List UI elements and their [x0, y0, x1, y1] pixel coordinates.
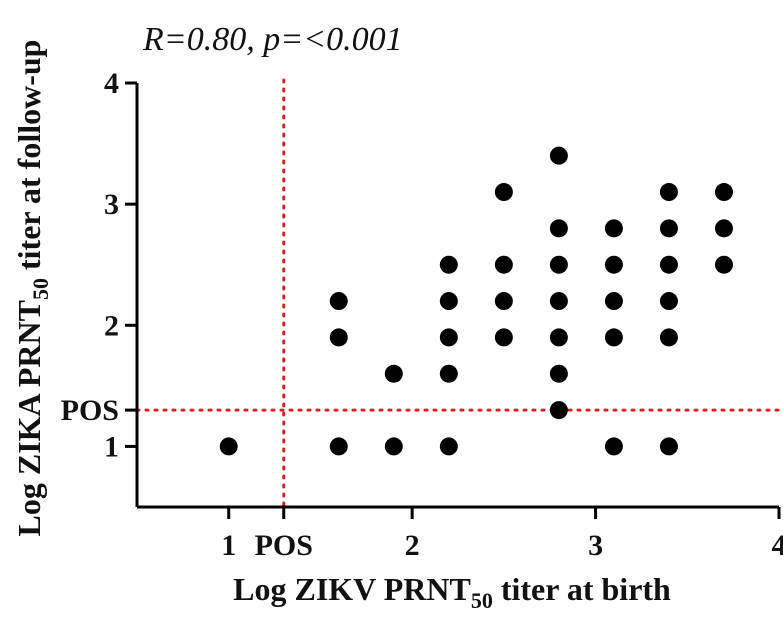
y-tick-label: 4	[104, 67, 119, 100]
x-axis-label: Log ZIKV PRNT50 titer at birth	[233, 571, 671, 612]
y-tick-label: 1	[104, 430, 119, 463]
x-tick-label: POS	[255, 529, 313, 562]
data-point	[715, 256, 733, 274]
data-points	[220, 147, 733, 456]
x-tick-label: 4	[772, 529, 783, 562]
data-point	[550, 256, 568, 274]
x-axis-label-subscript: 50	[471, 588, 493, 612]
y-axis-label-subscript: 50	[28, 278, 53, 300]
data-point	[605, 219, 623, 237]
data-point	[330, 437, 348, 455]
data-point	[715, 183, 733, 201]
data-point	[440, 292, 458, 310]
data-point	[605, 256, 623, 274]
data-point	[495, 292, 513, 310]
x-axis: 1 POS 2 3 4	[137, 507, 783, 562]
data-point	[605, 328, 623, 346]
y-tick-label: 2	[104, 309, 119, 342]
data-point	[440, 328, 458, 346]
x-tick-label: 1	[221, 529, 236, 562]
y-tick-label: 3	[104, 188, 119, 221]
data-point	[440, 437, 458, 455]
data-point	[660, 183, 678, 201]
data-point	[715, 219, 733, 237]
data-point	[440, 365, 458, 383]
data-point	[550, 365, 568, 383]
data-point	[495, 183, 513, 201]
data-point	[660, 328, 678, 346]
x-tick-label: 2	[405, 529, 420, 562]
data-point	[550, 401, 568, 419]
data-point	[220, 437, 238, 455]
y-tick-label: POS	[61, 394, 119, 427]
data-point	[550, 219, 568, 237]
chart-annotation: R=0.80, p=<0.001	[142, 21, 403, 58]
data-point	[605, 292, 623, 310]
data-point	[385, 365, 403, 383]
data-point	[495, 256, 513, 274]
y-axis-label: Log ZIKA PRNT50 titer at follow-up	[11, 40, 53, 537]
data-point	[330, 328, 348, 346]
data-point	[385, 437, 403, 455]
data-point	[660, 219, 678, 237]
data-point	[495, 328, 513, 346]
data-point	[660, 256, 678, 274]
data-point	[550, 147, 568, 165]
data-point	[550, 292, 568, 310]
x-tick-label: 3	[588, 529, 603, 562]
data-point	[550, 328, 568, 346]
data-point	[605, 437, 623, 455]
data-point	[660, 292, 678, 310]
data-point	[330, 292, 348, 310]
data-point	[660, 437, 678, 455]
data-point	[440, 256, 458, 274]
